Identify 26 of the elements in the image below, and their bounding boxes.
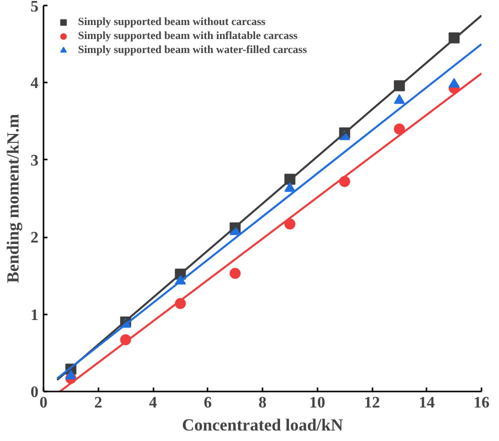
x-tick-label: 16 <box>474 394 490 412</box>
point <box>284 218 296 230</box>
legend-label: Simply supported beam with inflatable carcass <box>78 29 298 43</box>
point <box>448 78 460 88</box>
x-tick-label: 8 <box>258 394 266 412</box>
x-axis-title: Concentrated load/kN <box>182 416 344 434</box>
x-tick-label: 10 <box>309 394 326 412</box>
x-tick-label: 14 <box>418 394 435 412</box>
point <box>284 182 296 192</box>
point <box>230 268 241 279</box>
x-tick-label: 4 <box>149 394 157 412</box>
y-tick-label: 2 <box>30 230 38 247</box>
point <box>394 124 405 135</box>
point <box>394 94 405 104</box>
legend-label: Simply supported beam without carcass <box>78 15 266 29</box>
y-tick-label: 5 <box>30 0 38 16</box>
x-tick-label: 2 <box>94 394 102 412</box>
y-tick-label: 0 <box>30 384 38 401</box>
y-tick-label: 4 <box>30 75 38 92</box>
y-tick-label: 1 <box>30 306 38 324</box>
point <box>65 370 76 380</box>
x-tick-label: 12 <box>364 394 380 412</box>
legend-label: Simply supported beam with water-filled carcass <box>78 43 307 57</box>
y-tick-label: 3 <box>30 152 38 170</box>
x-tick-label: 6 <box>204 394 212 412</box>
y-axis-title: Bending moment/kN.m <box>4 114 22 284</box>
